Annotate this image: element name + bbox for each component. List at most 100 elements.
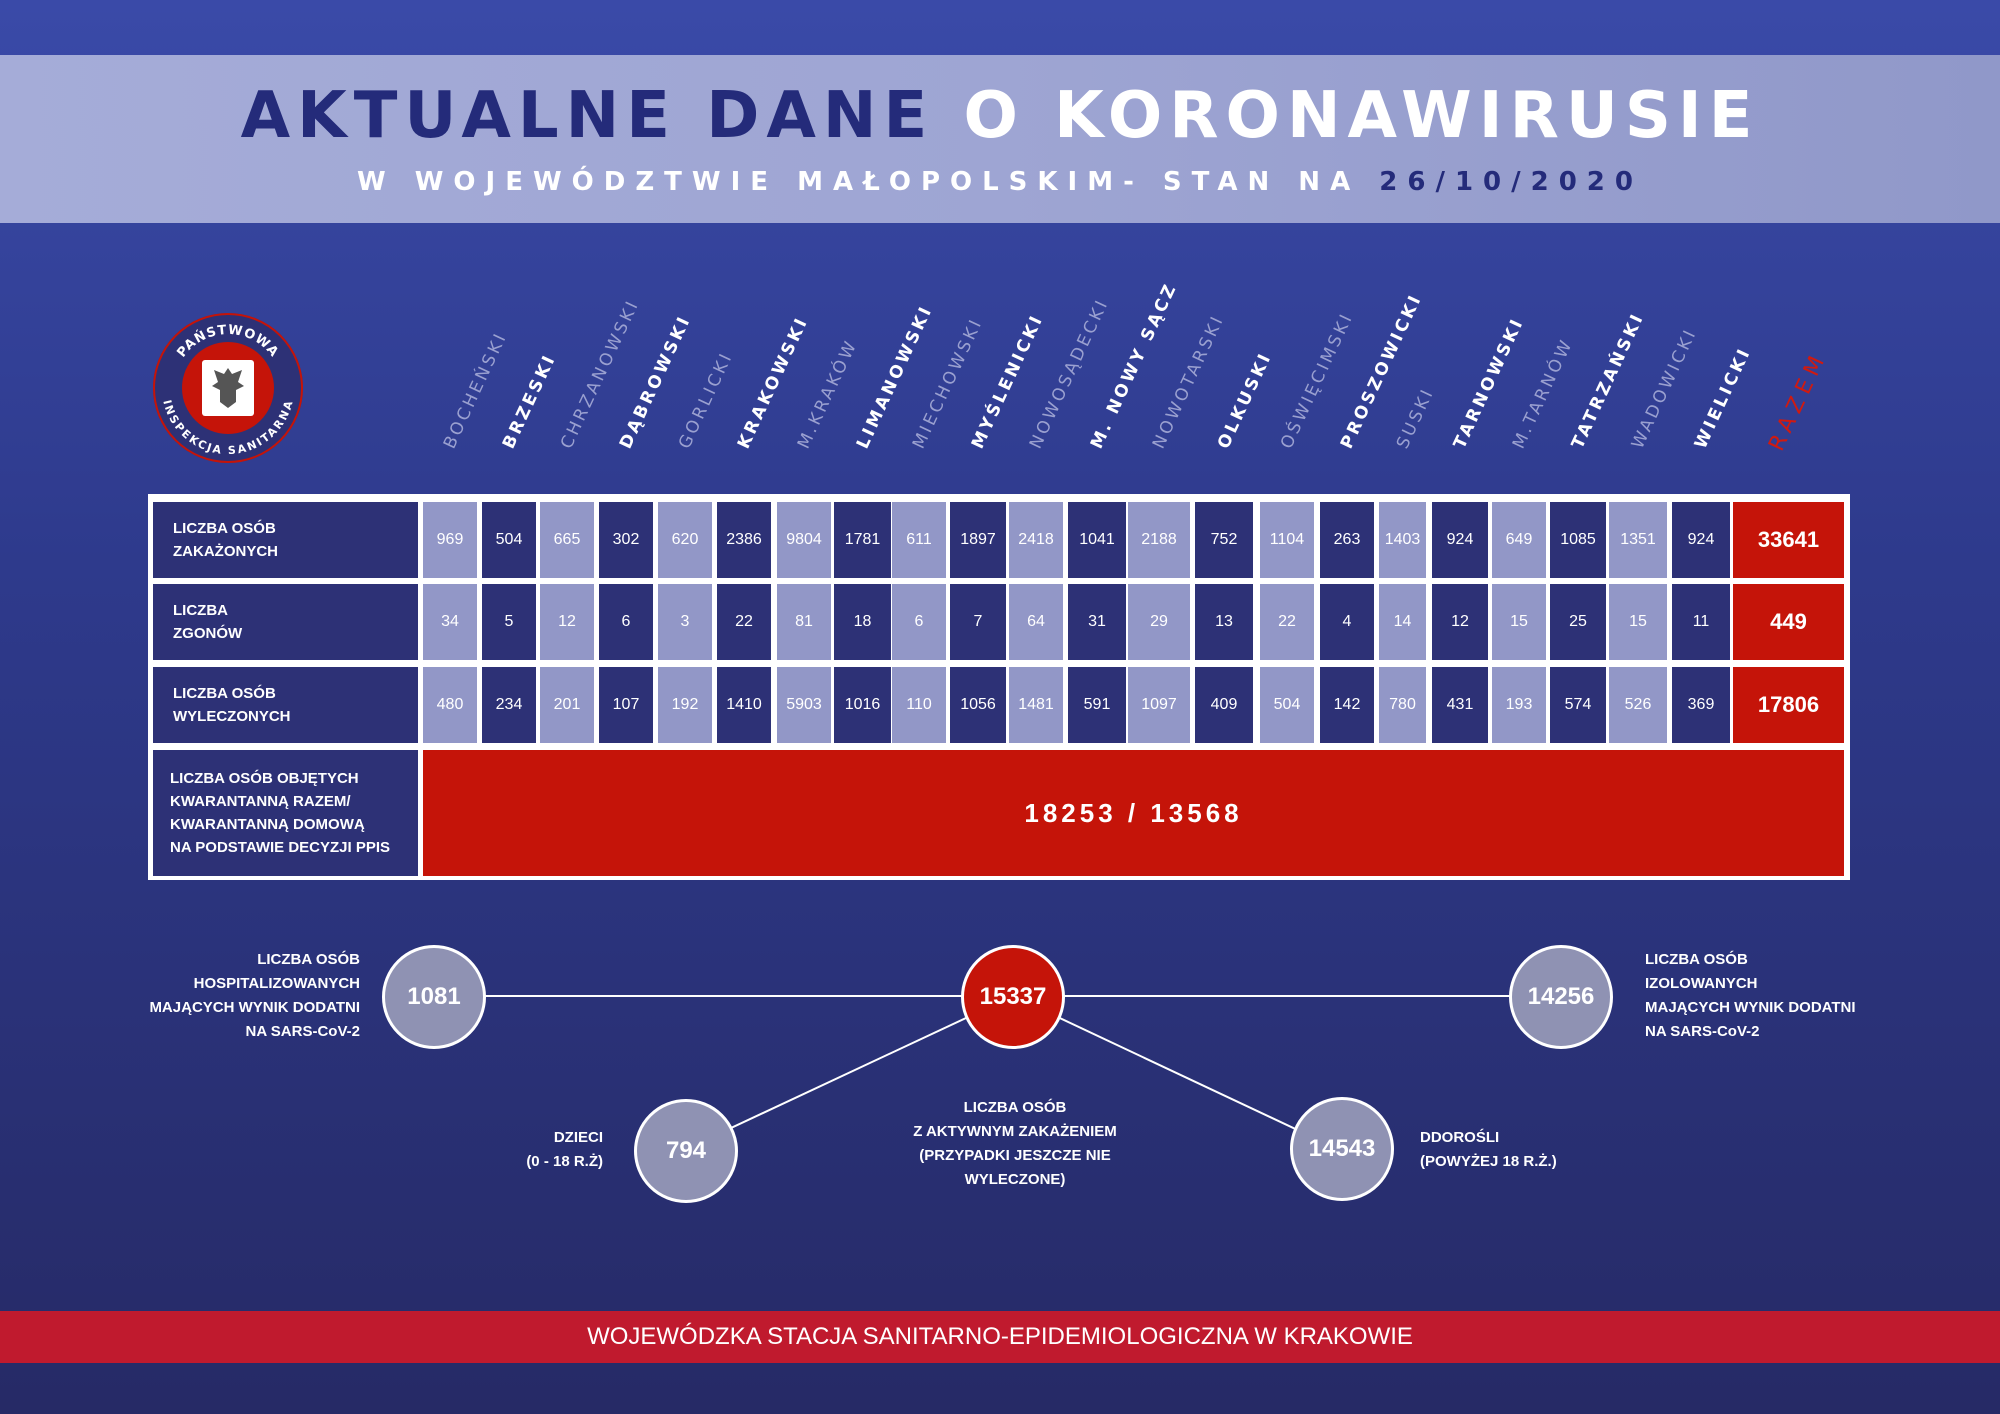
- table-cell: 1403: [1379, 502, 1426, 578]
- table-cell: 14: [1379, 584, 1426, 660]
- adults-circle: 14543: [1290, 1097, 1394, 1201]
- table-cell: 34: [423, 584, 477, 660]
- page-subtitle: W WOJEWÓDZTWIE MAŁOPOLSKIM- STAN NA 26/1…: [0, 167, 2000, 197]
- table-cell: 969: [423, 502, 477, 578]
- quarantine-label-line: NA PODSTAWIE DECYZJI PPIS: [170, 839, 391, 856]
- active-label-line: LICZBA OSÓB: [963, 1099, 1067, 1116]
- isolated-label-line: NA SARS-CoV-2: [1645, 1023, 1760, 1040]
- table-cell: 9804: [777, 502, 831, 578]
- row-label-line: ZGONÓW: [173, 625, 243, 642]
- column-header: NOWOTARSKI: [1148, 311, 1229, 452]
- active-label: LICZBA OSÓB Z AKTYWNYM ZAKAŻENIEM (PRZYP…: [870, 1096, 1160, 1192]
- table-cell: 611: [892, 502, 946, 578]
- eagle-icon: [212, 368, 244, 408]
- table-cell: 431: [1432, 667, 1488, 743]
- table-cell: 12: [540, 584, 594, 660]
- hospitalized-label-line: LICZBA OSÓB: [257, 951, 360, 968]
- hospitalized-circle: 1081: [382, 945, 486, 1049]
- table-cell: 2418: [1009, 502, 1063, 578]
- table-cell: 234: [482, 667, 536, 743]
- table-cell: 649: [1492, 502, 1546, 578]
- isolated-label: LICZBA OSÓB IZOLOWANYCH MAJĄCYCH WYNIK D…: [1645, 948, 1885, 1044]
- table-cell: 1041: [1068, 502, 1126, 578]
- table-cell: 2386: [717, 502, 771, 578]
- column-header: M.KRAKÓW: [793, 336, 863, 452]
- title-part-1: AKTUALNE DANE: [240, 79, 935, 153]
- table-cell: 13: [1195, 584, 1253, 660]
- table-cell: 142: [1320, 667, 1374, 743]
- active-label-line: WYLECZONE): [964, 1171, 1066, 1188]
- total-column-header: RAZEM: [1763, 347, 1832, 455]
- children-label: DZIECI (0 - 18 R.Ż): [420, 1126, 603, 1174]
- title-part-2: O KORONAWIRUSIE: [963, 79, 1760, 153]
- subtitle-text: W WOJEWÓDZTWIE MAŁOPOLSKIM- STAN NA: [357, 167, 1361, 197]
- quarantine-label-line: KWARANTANNĄ DOMOWĄ: [170, 816, 365, 833]
- table-cell: 302: [599, 502, 653, 578]
- quarantine-label-line: LICZBA OSÓB OBJĘTYCH: [170, 770, 359, 787]
- table-cell: 480: [423, 667, 477, 743]
- isolated-circle: 14256: [1509, 945, 1613, 1049]
- quarantine-value: 18253 / 13568: [423, 750, 1844, 876]
- table-cell: 1085: [1550, 502, 1606, 578]
- row-total-cell: 33641: [1733, 502, 1844, 578]
- column-header: BOCHEŃSKI: [439, 328, 512, 452]
- table-cell: 4: [1320, 584, 1374, 660]
- table-cell: 780: [1379, 667, 1426, 743]
- table-cell: 924: [1672, 502, 1730, 578]
- quarantine-label: LICZBA OSÓB OBJĘTYCH KWARANTANNĄ RAZEM/KW…: [153, 750, 418, 876]
- column-header: BRZESKI: [498, 350, 561, 452]
- table-cell: 5: [482, 584, 536, 660]
- row-label-line: WYLECZONYCH: [173, 708, 291, 725]
- adults-value: 14543: [1308, 1135, 1376, 1162]
- table-cell: 192: [658, 667, 712, 743]
- row-label: LICZBA OSÓB WYLECZONYCH: [153, 667, 418, 743]
- table-cell: 504: [1260, 667, 1314, 743]
- active-value: 15337: [979, 983, 1047, 1010]
- footer-banner: WOJEWÓDZKA STACJA SANITARNO-EPIDEMIOLOGI…: [0, 1311, 2000, 1363]
- inspekcja-sanitarna-logo: PAŃSTWOWA INSPEKCJA SANITARNA: [152, 312, 304, 464]
- row-label-line: LICZBA OSÓB: [173, 685, 276, 702]
- isolated-value: 14256: [1527, 983, 1595, 1010]
- table-cell: 665: [540, 502, 594, 578]
- hospitalized-label-line: MAJĄCYCH WYNIK DODATNI: [149, 999, 360, 1016]
- hospitalized-label: LICZBA OSÓB HOSPITALIZOWANYCH MAJĄCYCH W…: [120, 948, 360, 1044]
- table-cell: 110: [892, 667, 946, 743]
- table-cell: 2188: [1128, 502, 1190, 578]
- table-cell: 64: [1009, 584, 1063, 660]
- district-column-headers: BOCHEŃSKI BRZESKI CHRZANOWSKI DĄBROWSKI GORL…: [0, 0, 2000, 480]
- table-cell: 526: [1609, 667, 1667, 743]
- table-cell: 369: [1672, 667, 1730, 743]
- table-cell: 591: [1068, 667, 1126, 743]
- column-header: OLKUSKI: [1213, 348, 1277, 452]
- children-label-line: (0 - 18 R.Ż): [526, 1153, 603, 1170]
- report-date: 26/10/2020: [1379, 167, 1643, 197]
- footer-text: WOJEWÓDZKA STACJA SANITARNO-EPIDEMIOLOGI…: [587, 1323, 1413, 1350]
- header-band: AKTUALNE DANE O KORONAWIRUSIE W WOJEWÓDZ…: [0, 55, 2000, 223]
- adults-label: DDOROŚLI (POWYŻEJ 18 R.Ż.): [1420, 1126, 1660, 1174]
- table-cell: 15: [1492, 584, 1546, 660]
- adults-label-line: (POWYŻEJ 18 R.Ż.): [1420, 1153, 1557, 1170]
- table-cell: 1781: [834, 502, 891, 578]
- quarantine-label-line: KWARANTANNĄ RAZEM/: [170, 793, 351, 810]
- table-cell: 31: [1068, 584, 1126, 660]
- table-cell: 1897: [950, 502, 1006, 578]
- row-label-line: LICZBA: [173, 602, 228, 619]
- adults-label-line: DDOROŚLI: [1420, 1129, 1500, 1146]
- isolated-label-line: LICZBA OSÓB: [1645, 951, 1748, 968]
- children-label-line: DZIECI: [553, 1129, 603, 1146]
- table-cell: 6: [599, 584, 653, 660]
- hospitalized-value: 1081: [407, 983, 461, 1010]
- hospitalized-label-line: NA SARS-CoV-2: [245, 1023, 360, 1040]
- table-cell: 1410: [717, 667, 771, 743]
- table-cell: 18: [834, 584, 891, 660]
- column-header: WADOWICKI: [1627, 324, 1702, 452]
- table-cell: 574: [1550, 667, 1606, 743]
- table-cell: 752: [1195, 502, 1253, 578]
- column-header: SUSKI: [1392, 384, 1439, 452]
- table-cell: 1351: [1609, 502, 1667, 578]
- table-cell: 924: [1432, 502, 1488, 578]
- table-cell: 1016: [834, 667, 891, 743]
- row-label: LICZBA OSÓB ZAKAŻONYCH: [153, 502, 418, 578]
- isolated-label-line: MAJĄCYCH WYNIK DODATNI: [1645, 999, 1856, 1016]
- row-label: LICZBA ZGONÓW: [153, 584, 418, 660]
